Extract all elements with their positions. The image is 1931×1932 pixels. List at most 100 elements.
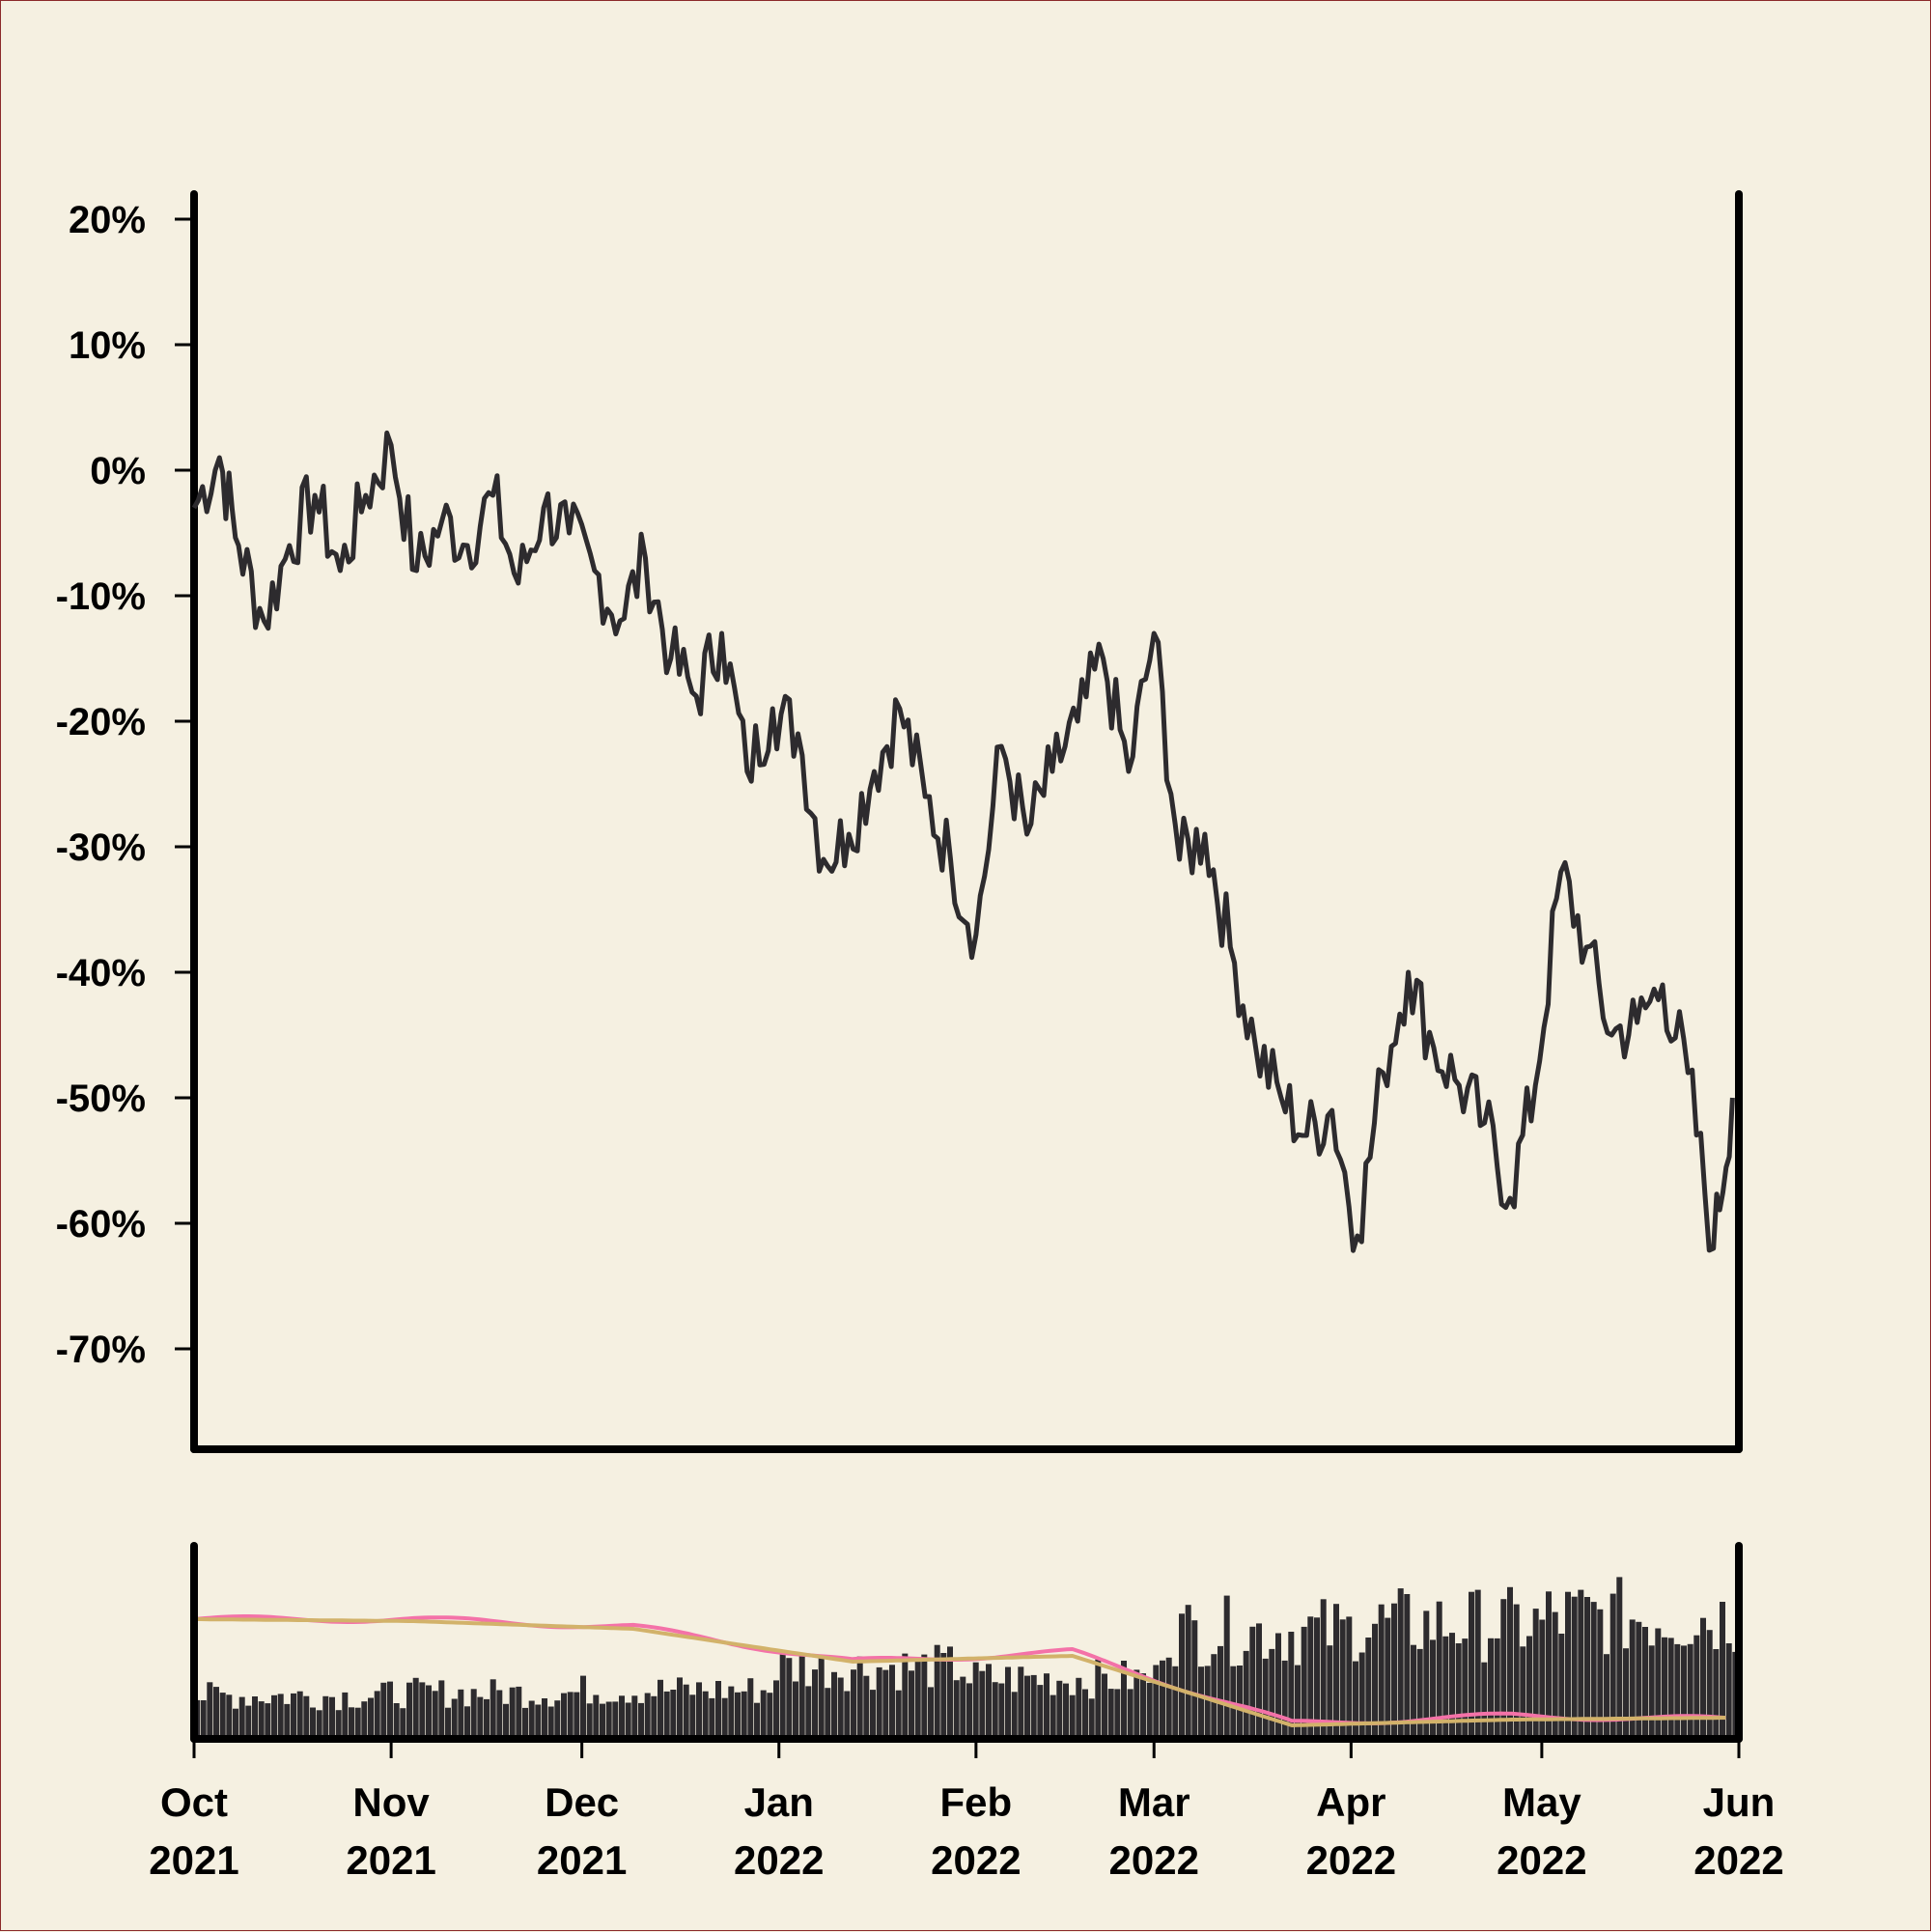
x-tick-year: 2022 xyxy=(1497,1837,1586,1883)
volume-bar xyxy=(709,1697,715,1739)
volume-bar xyxy=(600,1703,605,1739)
volume-bar xyxy=(1030,1674,1037,1739)
volume-bar xyxy=(1153,1665,1160,1739)
volume-bar xyxy=(1411,1644,1416,1739)
volume-bar xyxy=(1223,1595,1230,1739)
y-tick-label: -20% xyxy=(56,701,146,743)
volume-bar xyxy=(644,1693,651,1739)
volume-bar xyxy=(451,1698,458,1739)
volume-bar xyxy=(1442,1636,1449,1739)
volume-bar xyxy=(1674,1643,1681,1739)
volume-bar xyxy=(1681,1645,1687,1739)
volume-bar xyxy=(1481,1662,1488,1739)
volume-bar xyxy=(741,1691,747,1739)
volume-bar xyxy=(1372,1623,1378,1739)
x-tick-year: 2022 xyxy=(1306,1837,1396,1883)
volume-bar xyxy=(580,1675,586,1739)
volume-bar xyxy=(631,1695,638,1739)
volume-bar xyxy=(393,1703,400,1739)
volume-bar xyxy=(419,1682,426,1739)
volume-bar xyxy=(1436,1601,1442,1739)
y-tick-label: 10% xyxy=(69,324,146,367)
volume-bar xyxy=(1648,1645,1655,1739)
volume-bar xyxy=(1571,1596,1578,1739)
volume-bar xyxy=(291,1693,296,1739)
volume-bar xyxy=(1185,1605,1191,1739)
volume-bar xyxy=(928,1687,934,1739)
volume-bar xyxy=(1056,1680,1063,1739)
volume-bar xyxy=(1687,1643,1693,1739)
volume-bar xyxy=(1146,1682,1153,1739)
volume-bar xyxy=(1488,1638,1494,1739)
y-tick-label: 20% xyxy=(69,199,146,241)
volume-bar xyxy=(677,1677,683,1739)
volume-bar xyxy=(1597,1609,1604,1739)
x-tick-month: May xyxy=(1502,1779,1581,1825)
volume-bar xyxy=(554,1700,561,1739)
x-tick-year: 2022 xyxy=(931,1837,1021,1883)
volume-bar xyxy=(837,1677,844,1739)
y-tick-label: -60% xyxy=(56,1203,146,1246)
volume-bar xyxy=(663,1691,670,1739)
volume-bar xyxy=(1172,1666,1179,1739)
volume-bar xyxy=(213,1687,219,1739)
volume-bar xyxy=(1365,1638,1372,1739)
y-tick-label: 0% xyxy=(90,450,146,492)
volume-bar xyxy=(329,1696,335,1739)
volume-bar xyxy=(651,1695,658,1739)
volume-bar xyxy=(522,1707,528,1739)
y-tick-label: -10% xyxy=(56,575,146,618)
volume-bar xyxy=(1249,1626,1256,1739)
x-tick-year: 2022 xyxy=(1109,1837,1199,1883)
volume-bar xyxy=(1391,1603,1397,1739)
volume-bar xyxy=(721,1697,728,1739)
volume-bar xyxy=(625,1702,631,1739)
volume-bar xyxy=(1133,1669,1140,1739)
volume-bar xyxy=(426,1685,432,1739)
volume-bar xyxy=(516,1686,522,1739)
volume-bar xyxy=(387,1681,393,1739)
x-tick-month: Mar xyxy=(1118,1779,1190,1825)
volume-bar xyxy=(818,1655,825,1739)
volume-bar xyxy=(1320,1599,1327,1739)
y-tick-label: -70% xyxy=(56,1329,146,1371)
volume-bar xyxy=(882,1669,889,1739)
volume-bar xyxy=(1339,1619,1346,1739)
volume-bar xyxy=(1513,1604,1520,1739)
volume-bar xyxy=(1416,1648,1423,1739)
volume-bar xyxy=(528,1700,535,1739)
volume-bar xyxy=(979,1670,986,1739)
volume-bar xyxy=(921,1654,928,1739)
volume-bar xyxy=(1243,1650,1249,1739)
volume-bar xyxy=(934,1644,940,1739)
volume-bar xyxy=(1327,1645,1333,1739)
volume-bar xyxy=(271,1694,277,1739)
volume-bar xyxy=(1082,1689,1088,1739)
volume-bar xyxy=(1204,1666,1211,1739)
volume-bar xyxy=(612,1701,619,1739)
volume-bar xyxy=(1114,1689,1121,1739)
price-panel: 20% 10% 0% -10% -20% -30% -40% -50% -60% -70% xyxy=(56,190,1743,1453)
volume-bar xyxy=(1269,1648,1275,1739)
volume-bar xyxy=(863,1675,870,1739)
x-tick-month: Jan xyxy=(744,1779,814,1825)
volume-bar xyxy=(1044,1673,1049,1739)
volume-bar xyxy=(1430,1639,1436,1739)
volume-bar xyxy=(593,1694,600,1739)
volume-bar xyxy=(1307,1616,1314,1739)
volume-bar xyxy=(1706,1630,1713,1739)
volume-bar xyxy=(1127,1689,1133,1739)
volume-bar xyxy=(1455,1643,1462,1739)
volume-bar xyxy=(760,1690,767,1739)
volume-bar xyxy=(1385,1617,1391,1739)
volume-bar xyxy=(1713,1649,1720,1739)
volume-bar xyxy=(914,1657,921,1739)
volume-bar xyxy=(1584,1597,1590,1739)
volume-bar xyxy=(786,1658,793,1739)
volume-bar xyxy=(728,1686,735,1739)
volume-bar xyxy=(876,1666,882,1739)
volume-bar xyxy=(1700,1617,1706,1739)
volume-bar xyxy=(953,1680,960,1739)
volume-bar xyxy=(1301,1626,1307,1739)
volume-bar xyxy=(310,1707,316,1739)
